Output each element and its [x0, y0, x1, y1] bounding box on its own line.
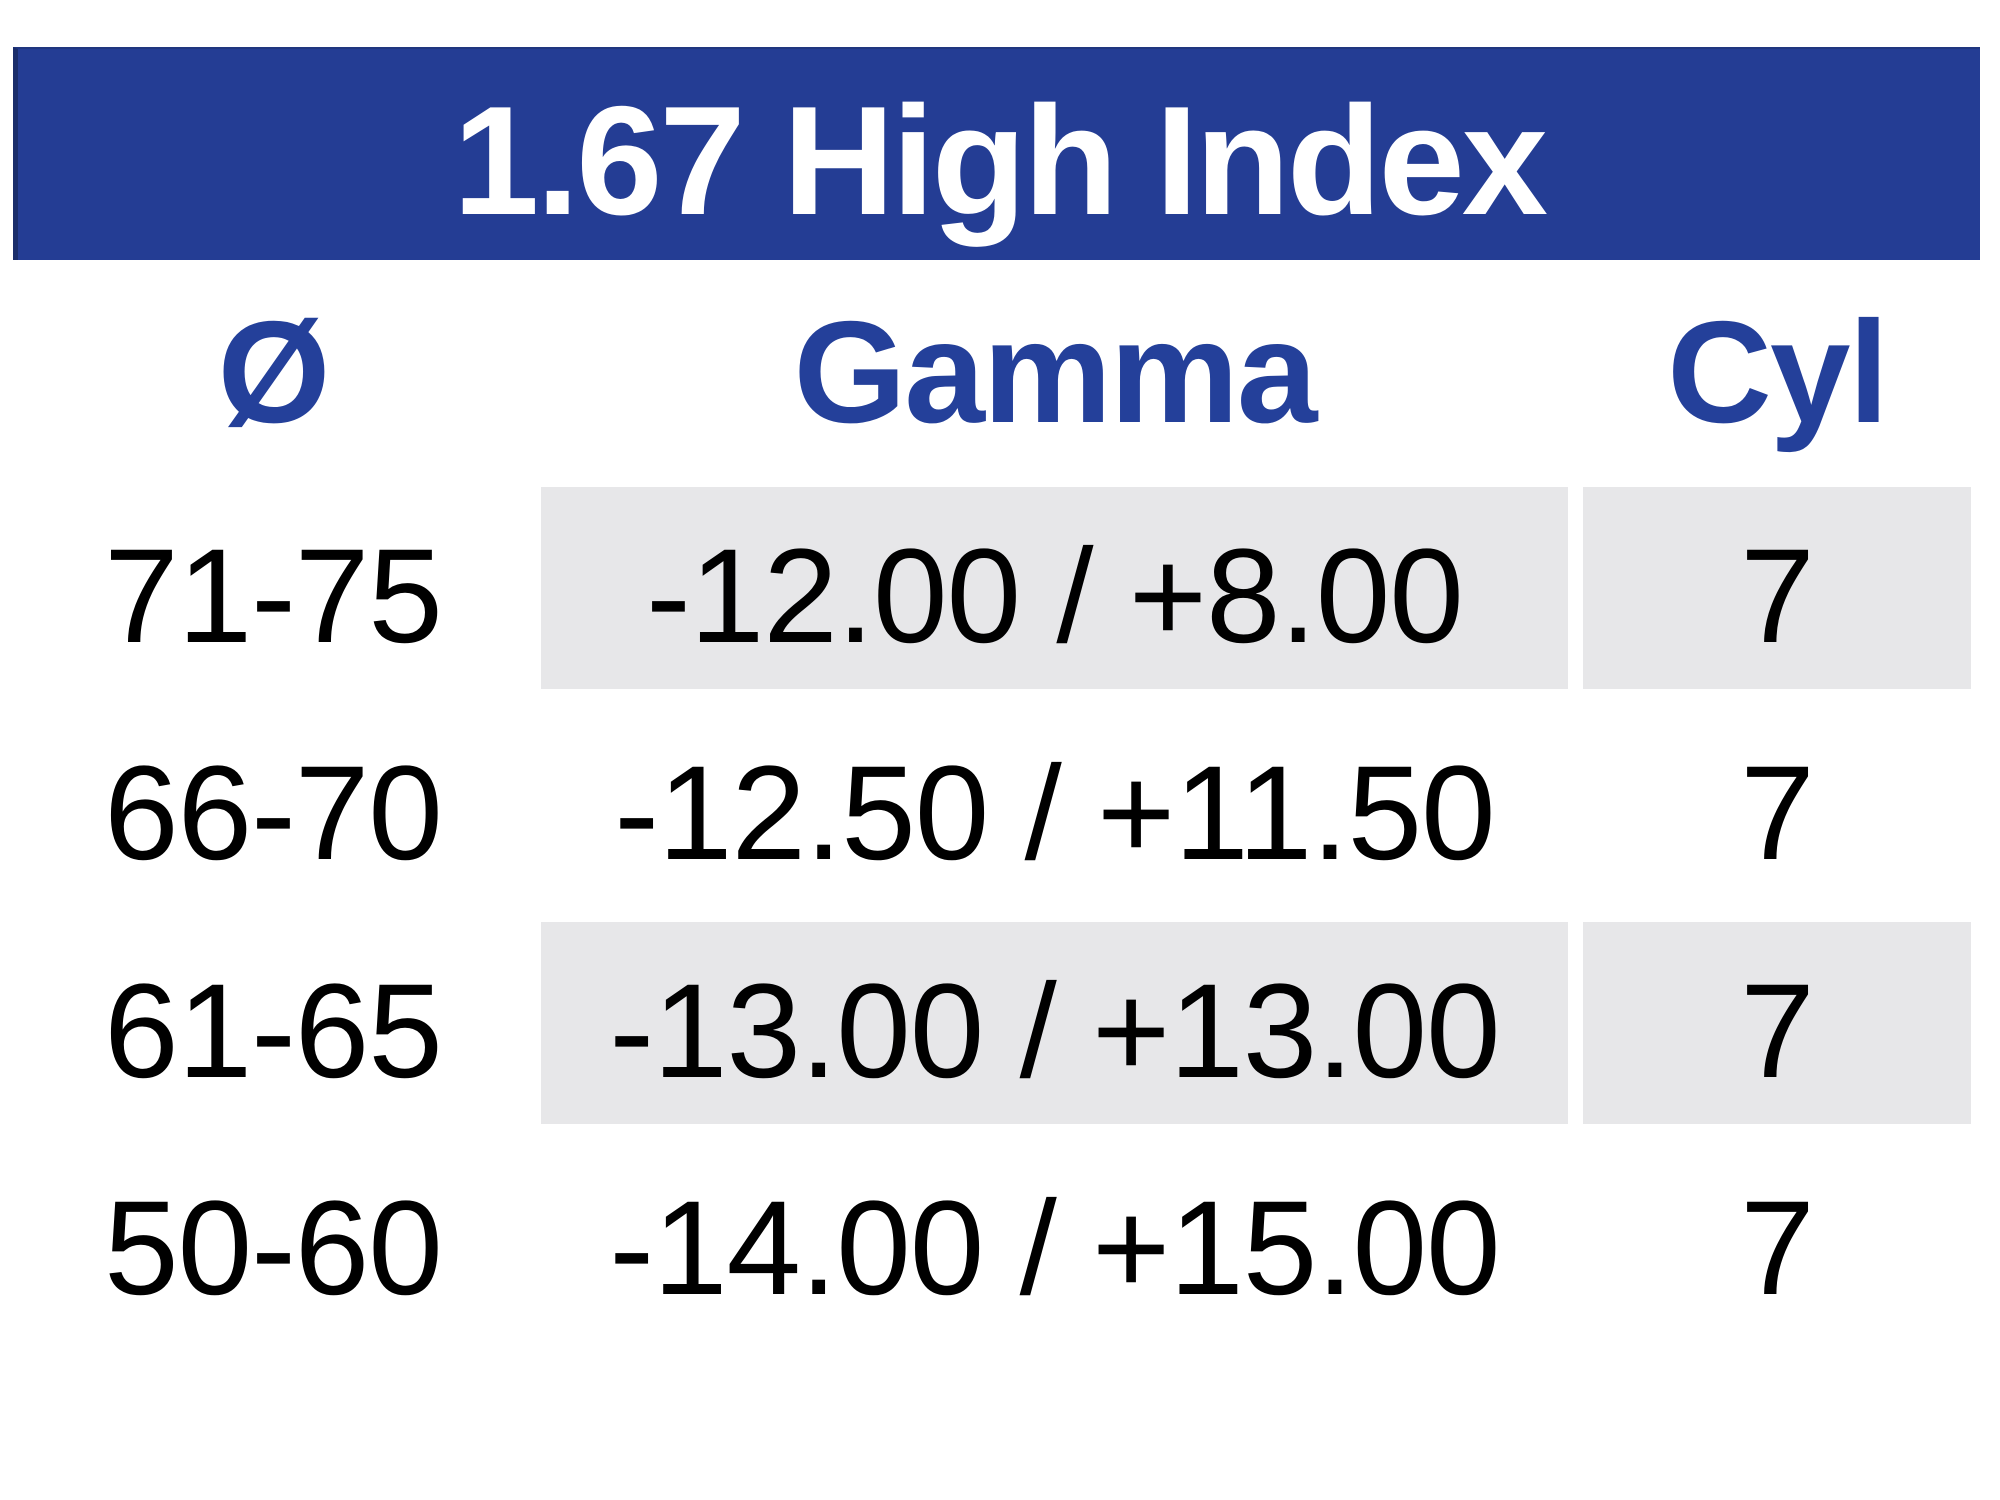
- cyl-cell: 7: [1583, 922, 1971, 1124]
- diameter-value: 61-65: [104, 956, 443, 1106]
- diameter-cell: 50-60: [0, 1139, 546, 1341]
- table-row: 61-65 -13.00 / +13.00 7: [0, 922, 2000, 1124]
- cyl-value: 7: [1740, 1173, 1815, 1323]
- gamma-cell: -12.00 / +8.00: [541, 487, 1568, 689]
- table-row: 71-75 -12.00 / +8.00 7: [0, 487, 2000, 689]
- diameter-cell: 71-75: [0, 487, 546, 689]
- column-header-cyl: Cyl: [1667, 290, 1889, 453]
- gamma-value: -13.00 / +13.00: [609, 956, 1500, 1106]
- gamma-cell: -13.00 / +13.00: [541, 922, 1568, 1124]
- gamma-cell: -12.50 / +11.50: [541, 704, 1568, 906]
- diameter-value: 50-60: [104, 1173, 443, 1323]
- column-header-diameter: Ø: [217, 290, 331, 453]
- gamma-value: -14.00 / +15.00: [609, 1173, 1500, 1323]
- column-header-gamma: Gamma: [793, 290, 1318, 453]
- cyl-cell: 7: [1583, 487, 1971, 689]
- cyl-cell: 7: [1583, 704, 1971, 906]
- cyl-value: 7: [1740, 956, 1815, 1106]
- table-row: 50-60 -14.00 / +15.00 7: [0, 1139, 2000, 1341]
- gamma-value: -12.50 / +11.50: [614, 738, 1495, 888]
- cyl-cell: 7: [1583, 1139, 1971, 1341]
- diameter-cell: 61-65: [0, 922, 546, 1124]
- table-title: 1.67 High Index: [453, 73, 1548, 247]
- cyl-value: 7: [1740, 521, 1815, 671]
- diameter-value: 66-70: [104, 738, 443, 888]
- table-title-banner: 1.67 High Index: [13, 47, 1980, 260]
- diameter-cell: 66-70: [0, 704, 546, 906]
- gamma-cell: -14.00 / +15.00: [541, 1139, 1568, 1341]
- table-row: 66-70 -12.50 / +11.50 7: [0, 704, 2000, 906]
- gamma-value: -12.00 / +8.00: [646, 521, 1464, 671]
- cyl-value: 7: [1740, 738, 1815, 888]
- diameter-value: 71-75: [104, 521, 443, 671]
- column-header-row: Ø Gamma Cyl: [0, 290, 2000, 453]
